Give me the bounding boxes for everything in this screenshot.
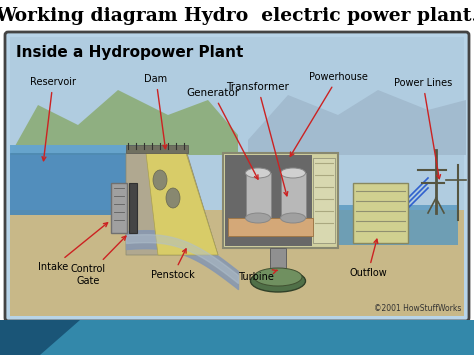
Bar xyxy=(281,173,306,218)
Ellipse shape xyxy=(281,213,306,223)
Text: Inside a Hydropower Plant: Inside a Hydropower Plant xyxy=(16,45,243,60)
Polygon shape xyxy=(0,320,80,355)
Ellipse shape xyxy=(153,170,167,190)
Polygon shape xyxy=(248,90,466,155)
Ellipse shape xyxy=(246,168,271,178)
Polygon shape xyxy=(10,90,238,155)
Text: Control
Gate: Control Gate xyxy=(71,236,126,286)
Text: Reservoir: Reservoir xyxy=(30,77,76,161)
FancyBboxPatch shape xyxy=(5,32,469,321)
Ellipse shape xyxy=(166,188,180,208)
Text: Working diagram Hydro  electric power plant.: Working diagram Hydro electric power pla… xyxy=(0,7,474,25)
Text: Outflow: Outflow xyxy=(349,239,387,278)
Ellipse shape xyxy=(246,213,271,223)
Text: Dam: Dam xyxy=(145,74,168,149)
Bar xyxy=(270,248,286,273)
Bar xyxy=(246,173,271,218)
Bar xyxy=(126,145,188,153)
Ellipse shape xyxy=(254,268,302,286)
Bar xyxy=(0,320,474,355)
Bar xyxy=(111,183,127,233)
Bar xyxy=(10,37,464,316)
Text: Transformer: Transformer xyxy=(227,82,290,196)
Bar xyxy=(223,153,338,248)
Polygon shape xyxy=(146,153,218,255)
Text: Power Lines: Power Lines xyxy=(394,78,452,179)
Bar xyxy=(338,205,458,245)
Polygon shape xyxy=(126,150,218,255)
Bar xyxy=(225,155,312,246)
Bar xyxy=(10,145,140,215)
Text: ©2001 HowStuffWorks: ©2001 HowStuffWorks xyxy=(374,304,461,313)
Bar xyxy=(313,158,335,243)
Text: Turbine: Turbine xyxy=(238,270,277,282)
Text: Intake: Intake xyxy=(38,223,108,272)
Bar xyxy=(10,210,464,316)
Bar xyxy=(353,183,408,243)
Ellipse shape xyxy=(281,168,306,178)
Bar xyxy=(129,183,137,233)
Bar xyxy=(10,145,140,153)
Bar xyxy=(228,218,313,236)
Text: Generator: Generator xyxy=(186,88,258,179)
Ellipse shape xyxy=(250,270,306,292)
Text: Powerhouse: Powerhouse xyxy=(290,72,367,156)
Text: Penstock: Penstock xyxy=(151,249,195,280)
